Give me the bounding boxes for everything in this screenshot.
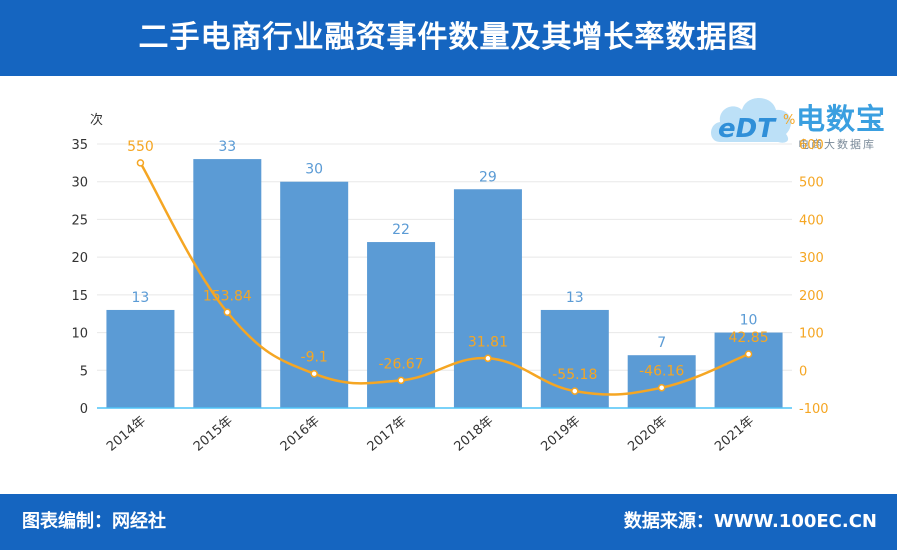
bar-value-label: 30 bbox=[305, 162, 323, 178]
logo-brand: 电数宝 bbox=[796, 102, 887, 136]
bar bbox=[193, 159, 262, 408]
y-right-unit: % bbox=[783, 113, 795, 128]
y-left-tick-label: 25 bbox=[71, 213, 88, 228]
growth-point bbox=[223, 308, 232, 317]
y-right-tick-label: 400 bbox=[799, 213, 824, 228]
header-bar: 二手电商行业融资事件数量及其增长率数据图 bbox=[0, 0, 897, 76]
bar-value-label: 7 bbox=[657, 335, 666, 351]
y-right-tick-label: 500 bbox=[799, 176, 824, 191]
y-right-tick-label: -100 bbox=[799, 402, 829, 417]
bar-value-label: 22 bbox=[392, 222, 410, 238]
growth-point bbox=[397, 376, 405, 385]
growth-value-label: 153.84 bbox=[203, 288, 252, 304]
data-labels: 13 33 30 22 29 13 7 10 550 153.84 -9.1 -26.67 31.81 -… bbox=[127, 139, 769, 383]
footer-bar: 图表编制：网经社 数据来源：WWW.100EC.CN bbox=[0, 494, 897, 550]
growth-point bbox=[136, 159, 145, 167]
x-tick-label: 2017年 bbox=[365, 414, 410, 455]
x-tick-label: 2016年 bbox=[278, 414, 323, 455]
growth-value-label: 31.81 bbox=[468, 334, 508, 350]
growth-value-label: -46.16 bbox=[639, 364, 684, 380]
y-left-unit: 次 bbox=[90, 112, 103, 128]
growth-point bbox=[484, 354, 492, 363]
footer-credit: 图表编制：网经社 bbox=[22, 511, 166, 532]
y-right-tick-label: 300 bbox=[799, 251, 824, 266]
growth-value-label: -26.67 bbox=[378, 356, 423, 372]
x-tick-label: 2019年 bbox=[538, 414, 583, 455]
y-left-tick-label: 35 bbox=[71, 138, 88, 153]
bar bbox=[714, 332, 783, 408]
y-left-tick-label: 15 bbox=[71, 289, 88, 304]
y-right-tick-label: 0 bbox=[799, 364, 807, 379]
logo-mark: eDT bbox=[718, 114, 777, 144]
x-tick-label: 2018年 bbox=[452, 414, 497, 455]
y-left-tick-label: 20 bbox=[71, 251, 88, 266]
x-tick-label: 2021年 bbox=[712, 414, 757, 455]
growth-value-label: 42.85 bbox=[729, 330, 769, 346]
growth-value-label: -55.18 bbox=[552, 367, 597, 383]
growth-value-label: -9.1 bbox=[301, 350, 328, 366]
growth-point bbox=[571, 387, 579, 395]
bar-value-label: 29 bbox=[479, 169, 497, 185]
footer-source: 数据来源：WWW.100EC.CN bbox=[623, 511, 877, 532]
y-right-tick-label: 100 bbox=[799, 327, 824, 342]
x-tick-label: 2015年 bbox=[191, 414, 236, 455]
y-right-tick-label: 600 bbox=[799, 138, 824, 153]
growth-line bbox=[136, 159, 753, 396]
bar bbox=[453, 189, 522, 408]
y-left-tick-label: 5 bbox=[80, 364, 88, 379]
chart-title: 二手电商行业融资事件数量及其增长率数据图 bbox=[138, 20, 759, 55]
bar-value-label: 10 bbox=[740, 313, 758, 329]
y-left-tick-label: 10 bbox=[71, 327, 88, 342]
growth-point bbox=[310, 369, 318, 378]
bar-value-label: 13 bbox=[566, 290, 584, 306]
bar bbox=[106, 309, 175, 408]
y-right-tick-label: 200 bbox=[799, 289, 824, 304]
growth-point bbox=[744, 350, 753, 358]
logo: eDT 电数宝 电商大数据库 bbox=[706, 82, 892, 154]
bar-value-label: 33 bbox=[218, 139, 236, 155]
growth-value-label: 550 bbox=[127, 139, 154, 155]
y-left-tick-label: 30 bbox=[71, 176, 88, 191]
bar-value-label: 13 bbox=[132, 290, 150, 306]
y-left-tick-label: 0 bbox=[80, 402, 88, 417]
x-tick-label: 2020年 bbox=[625, 414, 670, 455]
logo-tagline: 电商大数据库 bbox=[798, 138, 876, 151]
growth-point bbox=[657, 383, 666, 392]
cloud-logo-icon: eDT bbox=[711, 98, 791, 144]
x-tick-label: 2014年 bbox=[104, 414, 149, 455]
